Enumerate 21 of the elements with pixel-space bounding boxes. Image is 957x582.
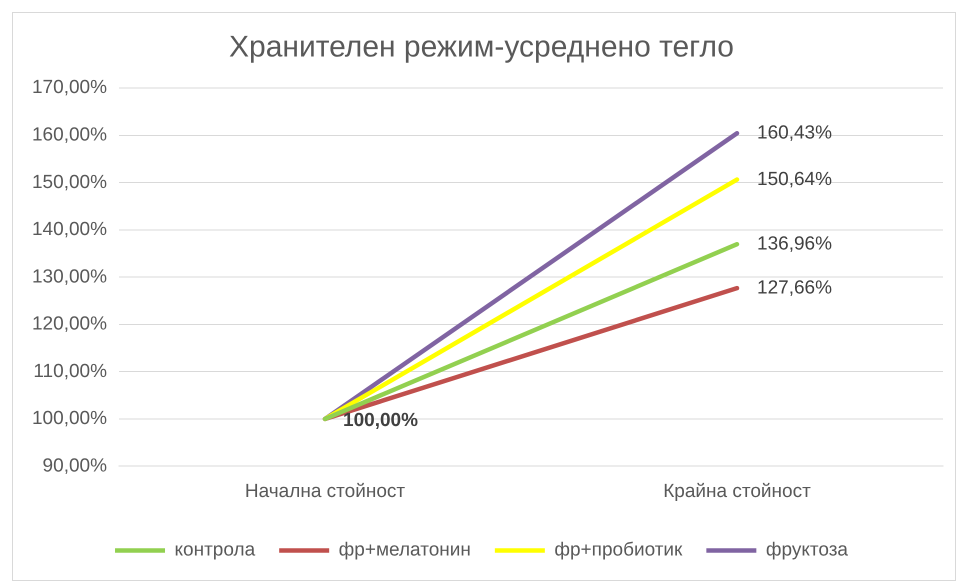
- y-tick-label: 110,00%: [33, 360, 108, 382]
- x-tick-label: Начална стойност: [244, 480, 406, 502]
- y-tick-label: 170,00%: [32, 77, 108, 98]
- data-label: 160,43%: [757, 122, 832, 144]
- y-tick-label: 130,00%: [32, 266, 108, 288]
- y-tick-label: 150,00%: [32, 172, 108, 193]
- legend-label: контрола: [174, 540, 256, 561]
- legend-label: фр+мелатонин: [338, 540, 471, 561]
- data-label: 136,96%: [757, 233, 832, 254]
- legend-label: фруктоза: [766, 540, 848, 561]
- data-label: 150,64%: [757, 168, 832, 190]
- data-label: 127,66%: [757, 277, 832, 298]
- chart-title: Хранителен режим-усреднено тегло: [229, 30, 734, 64]
- y-tick-label: 90,00%: [42, 455, 108, 476]
- data-label: 100,00%: [343, 410, 418, 432]
- y-tick-label: 100,00%: [32, 408, 108, 430]
- y-tick-label: 120,00%: [32, 314, 108, 335]
- y-tick-label: 140,00%: [32, 219, 108, 240]
- y-tick-label: 160,00%: [32, 124, 108, 146]
- legend-label: фр+пробиотик: [554, 540, 684, 561]
- x-tick-label: Крайна стойност: [663, 480, 812, 502]
